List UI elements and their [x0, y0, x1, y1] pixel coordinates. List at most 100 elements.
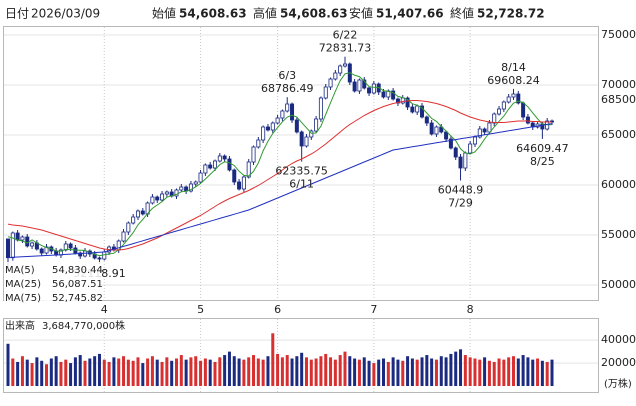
volume-bar — [117, 358, 121, 386]
candle-body — [30, 242, 35, 247]
volume-bar — [367, 360, 371, 386]
candle-body — [285, 103, 290, 112]
volume-bar — [353, 358, 357, 386]
candle-body — [15, 232, 20, 241]
volume-bar — [16, 361, 20, 386]
candle-body — [63, 243, 68, 251]
y-tick-label: 70000 — [601, 78, 636, 91]
candle-body — [434, 126, 439, 135]
candle-body — [193, 181, 198, 185]
candle-body — [150, 196, 155, 204]
volume-bar — [242, 359, 246, 386]
candle-body — [381, 91, 386, 98]
y-tick-label: 50000 — [601, 278, 636, 291]
candle-body — [362, 79, 367, 89]
ma-line — [7, 100, 552, 251]
volume-bar — [170, 360, 174, 386]
volume-bar — [285, 355, 289, 386]
volume-bar — [550, 359, 554, 386]
candle-body — [448, 138, 453, 149]
candle-body — [367, 87, 372, 94]
candle-body — [405, 97, 410, 108]
volume-bar — [146, 358, 150, 386]
volume-bar — [406, 356, 410, 386]
candle-body — [318, 97, 323, 120]
volume-bar — [324, 353, 328, 386]
candle-body — [102, 251, 107, 260]
candle-body — [213, 160, 218, 169]
volume-bar — [314, 358, 318, 386]
volume-bar — [174, 358, 178, 386]
volume-tick-label: 400000 — [601, 333, 636, 346]
candle-body — [25, 236, 30, 247]
volume-bar — [463, 355, 467, 386]
candle-body — [241, 176, 246, 190]
volume-bar — [126, 359, 130, 386]
volume-bar — [54, 356, 58, 386]
annotation-value: 64609.47 — [516, 142, 569, 155]
candle-body — [511, 93, 516, 98]
volume-bar — [487, 360, 491, 386]
candle-body — [501, 101, 506, 110]
volume-bar — [483, 357, 487, 386]
candle-body — [304, 136, 309, 147]
volume-bar — [49, 358, 53, 386]
header-field-name: 安値 — [349, 6, 373, 21]
candle-body — [521, 102, 526, 118]
header-field-name: 高値 — [253, 6, 277, 21]
volume-bar — [150, 356, 154, 386]
plot — [6, 56, 555, 386]
volume-bar — [545, 361, 549, 386]
volume-bar — [309, 359, 313, 386]
annotation-date: 6/3 — [278, 69, 296, 82]
candle-body — [487, 122, 492, 133]
candle-body — [164, 191, 169, 195]
candle-body — [294, 119, 299, 133]
volume-bar — [256, 358, 260, 386]
candle-body — [497, 108, 502, 115]
volume-bar — [280, 357, 284, 386]
candle-body — [463, 152, 468, 169]
volume-bar — [266, 356, 270, 386]
volume-bar — [247, 357, 251, 386]
candle-body — [54, 250, 59, 256]
volume-bar — [271, 333, 275, 386]
candle-body — [371, 83, 376, 94]
candle-body — [97, 257, 102, 260]
candle-body — [6, 238, 11, 259]
candle-body — [256, 139, 261, 148]
candle-body — [126, 222, 131, 233]
candle-body — [275, 117, 280, 124]
candle-body — [309, 130, 314, 138]
volume-bar — [348, 356, 352, 386]
volume-bar — [136, 357, 140, 386]
candle-body — [444, 131, 449, 140]
volume-bar — [540, 360, 544, 386]
volume-bar — [102, 359, 106, 386]
candle-body — [420, 105, 425, 118]
volume-bar — [304, 357, 308, 386]
volume-bar — [131, 360, 135, 386]
ma-line — [7, 72, 553, 257]
candle-body — [208, 164, 213, 169]
volume-bar — [208, 359, 212, 386]
volume-bar — [396, 359, 400, 386]
volume-bar — [213, 361, 217, 386]
candle-body — [352, 81, 357, 92]
header-field-name: 始値 — [152, 6, 176, 21]
volume-bar — [454, 351, 458, 386]
legend-name: MA(5) — [5, 265, 35, 276]
volume-bar — [199, 360, 203, 386]
volume-bar — [516, 358, 520, 386]
volume-bar — [223, 355, 227, 386]
volume-bar — [401, 360, 405, 386]
candle-body — [121, 231, 126, 242]
volume-bar — [227, 351, 231, 386]
candle-body — [188, 183, 193, 192]
volume-bar — [194, 356, 198, 386]
candle-body — [265, 126, 270, 131]
candle-body — [410, 106, 415, 113]
price-marker: 68500 — [601, 93, 636, 106]
candle-body — [400, 97, 405, 104]
